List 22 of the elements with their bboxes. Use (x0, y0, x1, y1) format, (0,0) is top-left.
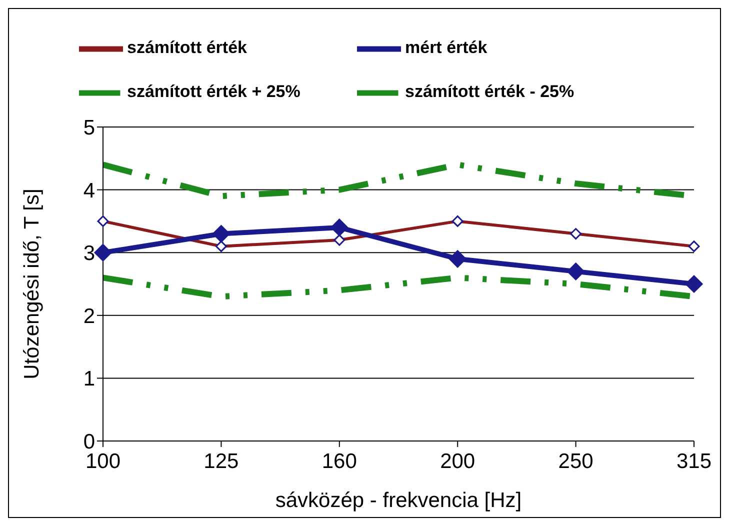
point (685, 275, 703, 293)
legend-label: számított érték + 25% (127, 81, 302, 104)
x-tick-label: 315 (676, 450, 712, 473)
legend-label: számított érték - 25% (405, 81, 576, 104)
legend-label: számított érték (127, 37, 248, 60)
x-axis-title: sávközép - frekvencia [Hz] (275, 489, 522, 512)
x-tick-label: 250 (558, 450, 594, 473)
x-tick-label: 160 (322, 450, 357, 473)
x-tick-label: 200 (440, 450, 476, 473)
point (212, 225, 230, 243)
point (94, 244, 112, 262)
y-axis-title: Utózengési idő, T [s] (20, 188, 44, 380)
legend-label: mért érték (405, 37, 488, 60)
point (448, 250, 466, 268)
x-tick-label: 125 (204, 450, 239, 473)
y-tick-label: 2 (83, 304, 95, 328)
point (330, 218, 348, 236)
y-tick-label: 3 (83, 242, 95, 266)
point (567, 262, 585, 280)
y-tick-label: 4 (83, 179, 96, 202)
y-tick-label: 5 (83, 116, 95, 140)
y-tick-label: 1 (83, 368, 95, 391)
